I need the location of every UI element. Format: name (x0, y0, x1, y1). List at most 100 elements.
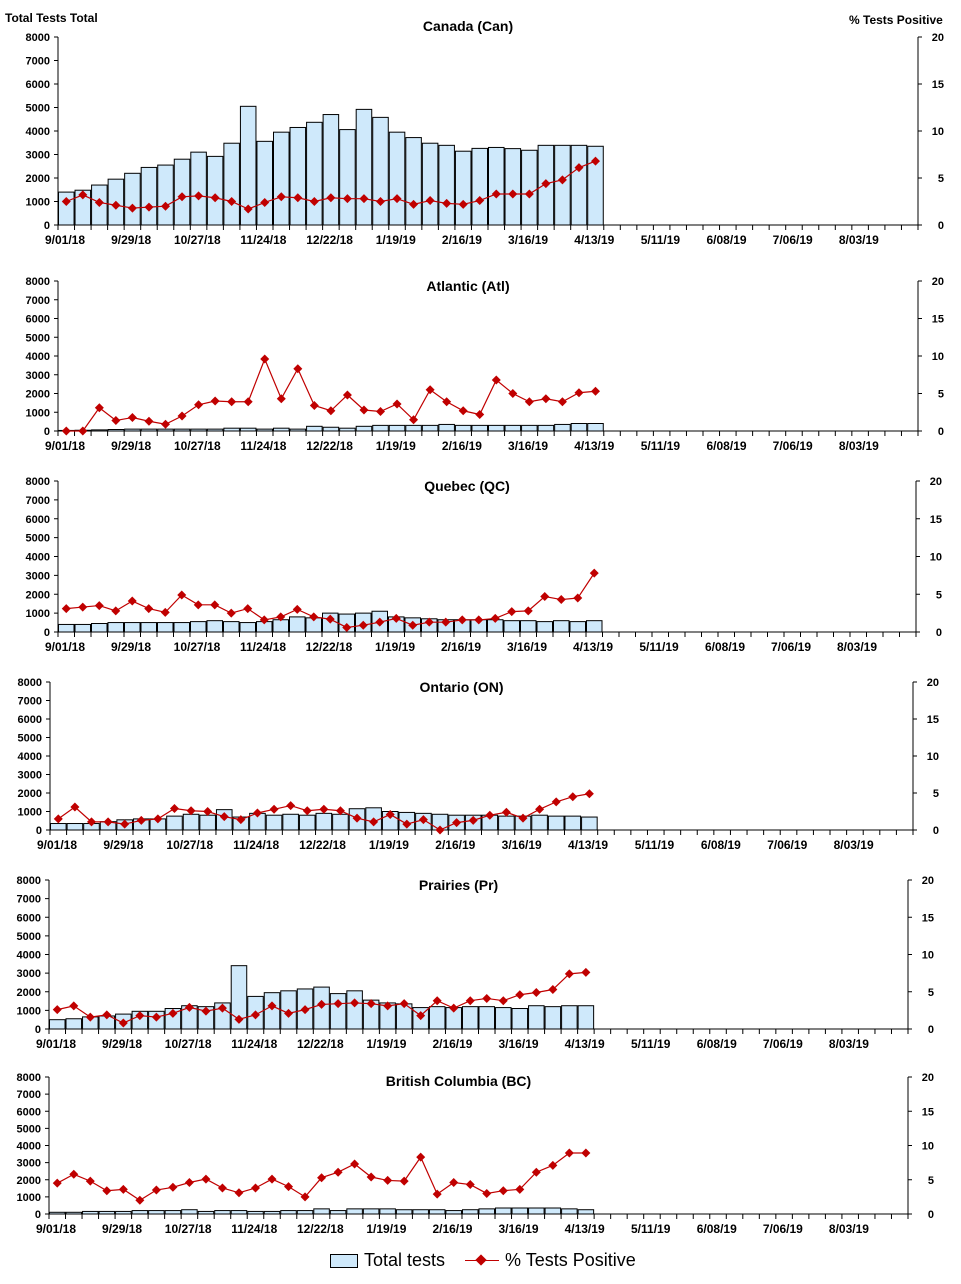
point-pct-positive (366, 999, 376, 1009)
x-tick-label: 3/16/19 (499, 1037, 539, 1051)
point-pct-positive (186, 806, 196, 816)
y-tick-label: 3000 (17, 968, 41, 980)
y-tick-label: 6000 (18, 714, 42, 726)
point-pct-positive (78, 190, 88, 200)
point-pct-positive (276, 394, 286, 404)
point-pct-positive (557, 175, 567, 185)
bar-total-tests (531, 814, 548, 831)
x-tick-label: 10/27/18 (174, 640, 221, 654)
bar-total-tests (313, 1208, 330, 1215)
y-tick-label: 5000 (26, 332, 50, 344)
point-pct-positive (573, 593, 583, 603)
bar-total-tests (206, 620, 223, 633)
point-pct-positive (541, 394, 551, 404)
bar-total-tests (498, 815, 515, 831)
point-pct-positive (177, 192, 187, 202)
point-pct-positive (432, 996, 442, 1006)
bar-total-tests (544, 1006, 562, 1030)
point-pct-positive (144, 202, 154, 212)
point-pct-positive (127, 203, 137, 213)
point-pct-positive (269, 804, 279, 814)
bar-total-tests (504, 148, 522, 226)
point-pct-positive (399, 1176, 409, 1186)
point-pct-positive (300, 1005, 310, 1015)
point-pct-positive (70, 802, 80, 812)
point-pct-positive (508, 389, 518, 398)
y-tick-label: 3000 (18, 770, 42, 782)
bar-total-tests (107, 622, 124, 633)
y-tick-label: 2000 (18, 788, 42, 800)
point-pct-positive (358, 620, 368, 630)
point-pct-positive (375, 617, 385, 627)
panel-3: Ontario (ON) 0 1000 2000 3000 4000 5000 6000 700… (18, 677, 939, 852)
bar-total-tests (355, 108, 373, 226)
y-tick-label: 5000 (26, 533, 50, 545)
y-tick-label: 4000 (26, 552, 50, 564)
point-pct-positive (69, 1001, 79, 1011)
bar-total-tests (428, 1209, 446, 1215)
point-pct-positive (342, 390, 352, 400)
legend-line-swatch (465, 1255, 500, 1267)
bar-total-tests (395, 1209, 413, 1215)
bar-total-tests (265, 814, 283, 831)
point-pct-positive (259, 615, 269, 625)
x-tick-label: 2/16/19 (442, 439, 482, 453)
y-tick-label: 5000 (26, 103, 50, 115)
point-pct-positive (234, 1014, 244, 1024)
y2-tick-label: 20 (927, 677, 939, 689)
y-tick-label: 0 (35, 1024, 41, 1036)
x-tick-label: 5/11/19 (641, 439, 681, 453)
bar-total-tests (263, 992, 281, 1030)
point-pct-positive (465, 1180, 475, 1190)
y2-tick-label: 0 (933, 825, 939, 837)
bar-total-tests (173, 158, 191, 226)
bar-total-tests (511, 1207, 529, 1215)
x-tick-label: 11/24/18 (231, 1037, 277, 1051)
x-tick-label: 2/16/19 (441, 640, 481, 654)
point-pct-positive (144, 604, 154, 614)
x-tick-label: 4/13/19 (565, 1222, 605, 1236)
point-pct-positive (531, 987, 541, 997)
point-pct-positive (276, 192, 286, 202)
point-pct-positive (325, 614, 335, 624)
x-tick-label: 12/22/18 (299, 838, 346, 852)
y-tick-label: 5000 (17, 1123, 41, 1135)
y-tick-label: 6000 (26, 79, 50, 91)
y-tick-label: 5000 (17, 931, 41, 943)
bar-total-tests (561, 1208, 578, 1215)
bar-total-tests (586, 620, 603, 633)
bar-total-tests (372, 116, 389, 226)
x-tick-label: 6/08/19 (701, 838, 741, 852)
point-pct-positive (531, 1167, 541, 1177)
x-tick-label: 11/24/18 (240, 640, 286, 654)
y-tick-label: 4000 (26, 126, 50, 138)
point-pct-positive (551, 797, 561, 807)
bar-total-tests (49, 1019, 66, 1030)
bar-total-tests (421, 424, 439, 432)
point-pct-positive (169, 804, 179, 814)
point-pct-positive (409, 415, 419, 425)
bar-total-tests (587, 423, 604, 432)
y-tick-label: 8000 (26, 32, 50, 44)
point-pct-positive (432, 1189, 442, 1199)
point-pct-positive (317, 999, 327, 1009)
point-pct-positive (236, 815, 246, 825)
bar-total-tests (379, 1208, 396, 1215)
point-pct-positive (317, 1173, 327, 1183)
point-pct-positive (425, 196, 435, 206)
x-tick-label: 9/29/18 (102, 1037, 142, 1051)
point-pct-positive (523, 606, 533, 616)
bar-total-tests (478, 1208, 496, 1215)
point-pct-positive (591, 386, 600, 396)
bar-total-tests (577, 1209, 595, 1215)
bar-total-tests (166, 815, 183, 831)
bar-total-tests (503, 620, 520, 633)
chart-title: Ontario (ON) (420, 679, 504, 695)
x-tick-label: 5/11/19 (641, 233, 681, 247)
point-pct-positive (424, 617, 434, 627)
y2-tick-label: 10 (927, 751, 939, 763)
y-tick-label: 8000 (26, 476, 50, 488)
y2-tick-label: 5 (936, 589, 942, 601)
point-pct-positive (217, 1183, 227, 1193)
point-pct-positive (366, 1172, 376, 1182)
